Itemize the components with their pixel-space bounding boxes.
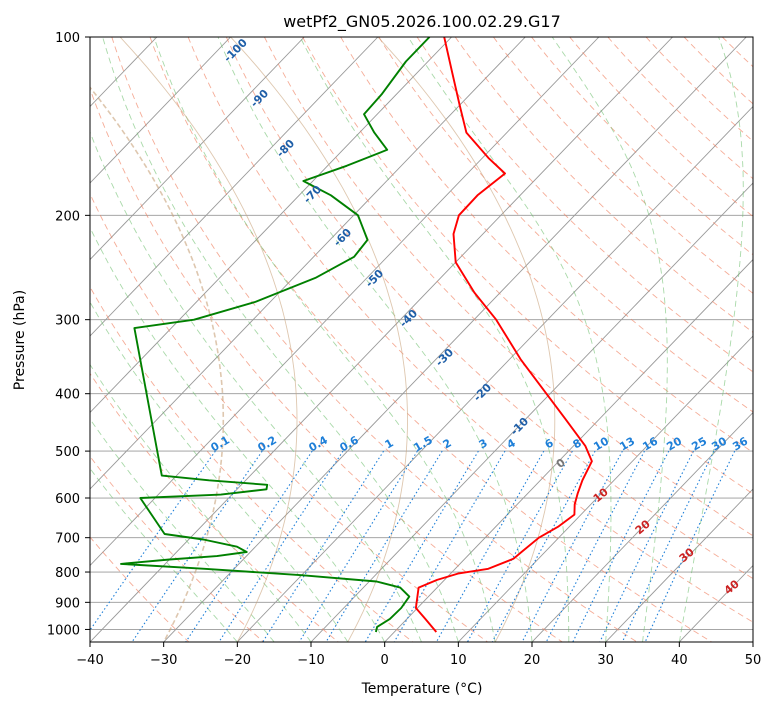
y-tick-label: 200 [55, 209, 80, 224]
y-axis-label: Pressure (hPa) [12, 290, 28, 390]
mixing-ratio-line [572, 450, 670, 642]
x-tick-label: 40 [671, 653, 688, 668]
dry-adiabat [90, 87, 563, 642]
isotherm-line [90, 37, 526, 490]
plot-frame [89, 36, 754, 643]
mixing-ratio-line [298, 450, 418, 642]
isotherm-line [90, 37, 600, 567]
y-tick-label: 600 [55, 492, 80, 507]
moist-adiabat [90, 226, 386, 642]
dry-adiabat [225, 37, 753, 580]
reference-curve [90, 86, 225, 642]
x-tick-label: −20 [224, 653, 251, 668]
moist-adiabat [299, 37, 570, 642]
isotherm-line [531, 411, 753, 642]
isotherm-line [236, 105, 753, 642]
y-tick-label: 100 [55, 31, 80, 46]
isotherm-line [90, 37, 452, 414]
dry-adiabat [187, 37, 753, 623]
dry-adiabat [493, 37, 753, 294]
temperature-profile [414, 37, 593, 633]
dry-adiabat [645, 37, 753, 142]
dry-adiabat [416, 37, 753, 373]
profiles [120, 37, 593, 633]
chart-title: wetPf2_GN05.2026.100.02.29.G17 [283, 12, 561, 32]
x-tick-label: 10 [450, 653, 467, 668]
dry-adiabat [531, 37, 753, 256]
moist-adiabat [90, 418, 275, 642]
moist-adiabat [678, 37, 744, 642]
reference-curve [230, 37, 408, 642]
moist-adiabat [407, 37, 612, 642]
isotherm-line [90, 37, 231, 184]
mixing-ratio-line [467, 450, 573, 642]
moist-adiabat [551, 37, 668, 642]
dry-adiabat [90, 192, 488, 642]
mixing-ratio-line [90, 450, 216, 632]
y-tick-label: 1000 [47, 623, 80, 638]
y-tick-label: 700 [55, 532, 80, 547]
isotherm-line [384, 258, 753, 642]
axes: −40 −30 −20 −10 0 10 20 30 40 50 100 200 300 400 500 60… [47, 31, 761, 668]
y-tick-label: 400 [55, 388, 80, 403]
x-tick-label: −40 [76, 653, 103, 668]
moist-adiabat [153, 37, 496, 642]
y-tick-label: 800 [55, 566, 80, 581]
mixing-ratio-line [621, 450, 715, 642]
isotherm-line [605, 488, 753, 642]
y-tick-label: 300 [55, 314, 80, 329]
reference-curve [119, 37, 298, 642]
x-tick-label: 50 [745, 653, 762, 668]
dry-adiabat [111, 37, 638, 642]
x-tick-label: −10 [297, 653, 324, 668]
moist-adiabat [217, 37, 533, 642]
isotherm-line [457, 335, 753, 642]
moist-adiabat [90, 363, 312, 642]
moist-adiabat [90, 467, 238, 642]
mixing-ratio-line [521, 450, 623, 642]
mixing-ratio-line [545, 450, 645, 642]
y-tick-label: 900 [55, 596, 80, 611]
mixing-ratio-line [185, 450, 313, 642]
y-tick-label: 500 [55, 445, 80, 460]
dry-adiabat [263, 37, 753, 537]
mixing-ratio-line [599, 450, 694, 642]
isotherm-line [90, 37, 379, 337]
mixing-ratio-line [131, 450, 263, 642]
mixing-ratio-line [644, 450, 736, 642]
moist-adiabat [102, 37, 459, 642]
dry-adiabat [149, 37, 712, 642]
moist-adiabat [90, 130, 422, 642]
dewpoint-profile [120, 37, 431, 633]
dry-adiabat [90, 286, 414, 642]
x-tick-label: 20 [524, 653, 541, 668]
x-tick-label: −30 [150, 653, 177, 668]
x-tick-label: 0 [381, 653, 389, 668]
x-axis-label: Temperature (°C) [361, 681, 483, 697]
isotherm-line [90, 37, 305, 261]
dry-adiabat [607, 37, 753, 180]
dry-adiabat [378, 37, 753, 413]
dry-adiabat [302, 37, 753, 495]
mixing-ratio-line [435, 450, 545, 642]
isotherm-line [163, 37, 747, 642]
moist-adiabat [90, 301, 349, 642]
dry-adiabat [340, 37, 753, 454]
x-tick-label: 30 [597, 653, 614, 668]
mixing-ratio-line [325, 450, 443, 642]
mixing-ratio-line [491, 450, 596, 642]
background-lines [90, 37, 753, 642]
reference-curve [377, 37, 556, 642]
